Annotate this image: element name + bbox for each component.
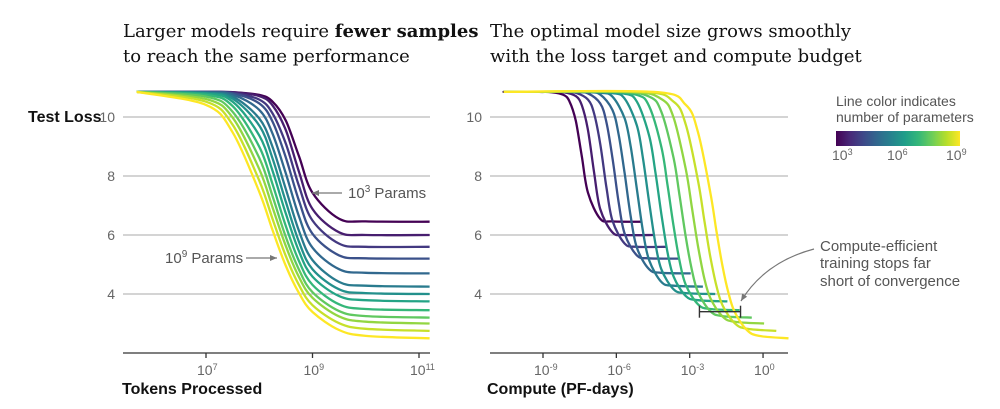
- left-series-lines: [136, 90, 430, 340]
- left-chart-title-line2: to reach the same performance: [123, 46, 410, 67]
- colorbar: [836, 131, 960, 146]
- series-line-params-1e6.0: [136, 90, 430, 296]
- series-line-params-1e9.0: [136, 90, 430, 340]
- y-tick-label: 10: [99, 109, 115, 125]
- right-x-axis: 10-9 10-6 10-3 100: [490, 352, 788, 378]
- legend-title-line1: Line color indicates: [836, 93, 956, 109]
- series-line-params-1e8.5: [136, 90, 430, 333]
- series-line-params-1e7.5: [136, 90, 430, 319]
- annotation-1e9-params: 109 Params: [165, 249, 243, 267]
- series-line-params-1e6.0: [503, 90, 716, 296]
- right-chart-title-line1: The optimal model size grows smoothly: [490, 21, 852, 42]
- series-line-params-1e7.0: [136, 90, 430, 312]
- x-tick-label: 100: [754, 362, 775, 378]
- annotation-compute-efficient-line3: short of convergence: [820, 273, 960, 290]
- series-line-params-1e8.0: [503, 90, 765, 325]
- x-tick-label: 107: [197, 362, 218, 378]
- series-line-params-1e8.0: [136, 90, 430, 325]
- colorbar-tick-1e6: 106: [887, 147, 908, 163]
- annotation-1e3-params: 103 Params: [348, 184, 426, 202]
- y-tick-label: 10: [466, 109, 482, 125]
- annotation-curved-arrow: [740, 248, 815, 302]
- right-chart-title-line2: with the loss target and compute budget: [490, 46, 862, 67]
- x-tick-label: 10-6: [607, 362, 631, 378]
- colorbar-tick-1e3: 103: [832, 147, 853, 163]
- series-line-params-1e8.5: [503, 90, 777, 333]
- colorbar-tick-1e9: 109: [946, 147, 967, 163]
- left-y-axis-label: Test Loss: [28, 109, 102, 126]
- left-x-axis: 107 109 1011: [123, 352, 435, 378]
- left-x-axis-label: Tokens Processed: [122, 381, 262, 398]
- right-series-lines: [502, 89, 789, 340]
- x-tick-label: 109: [304, 362, 325, 378]
- y-tick-label: 8: [474, 168, 482, 184]
- y-tick-label: 6: [474, 227, 482, 243]
- convergence-bracket: [698, 305, 742, 318]
- annotation-compute-efficient-line1: Compute-efficient: [820, 238, 938, 255]
- series-line-params-1e5.5: [503, 90, 703, 288]
- legend-title-line2: number of parameters: [836, 109, 974, 125]
- x-tick-label: 10-3: [681, 362, 705, 378]
- series-line-params-1e9.0: [503, 89, 789, 340]
- y-tick-label: 8: [107, 168, 115, 184]
- right-gridlines: 10 8 6 4: [466, 109, 788, 302]
- y-tick-label: 4: [107, 286, 115, 302]
- right-x-axis-label: Compute (PF-days): [487, 381, 634, 398]
- series-line-params-1e6.5: [136, 90, 430, 303]
- x-tick-label: 10-9: [534, 362, 558, 378]
- x-tick-label: 1011: [410, 362, 435, 378]
- left-chart-title-line1: Larger models require fewer samples: [123, 21, 478, 42]
- y-tick-label: 4: [474, 286, 482, 302]
- y-tick-label: 6: [107, 227, 115, 243]
- annotation-compute-efficient-line2: training stops far: [820, 255, 931, 272]
